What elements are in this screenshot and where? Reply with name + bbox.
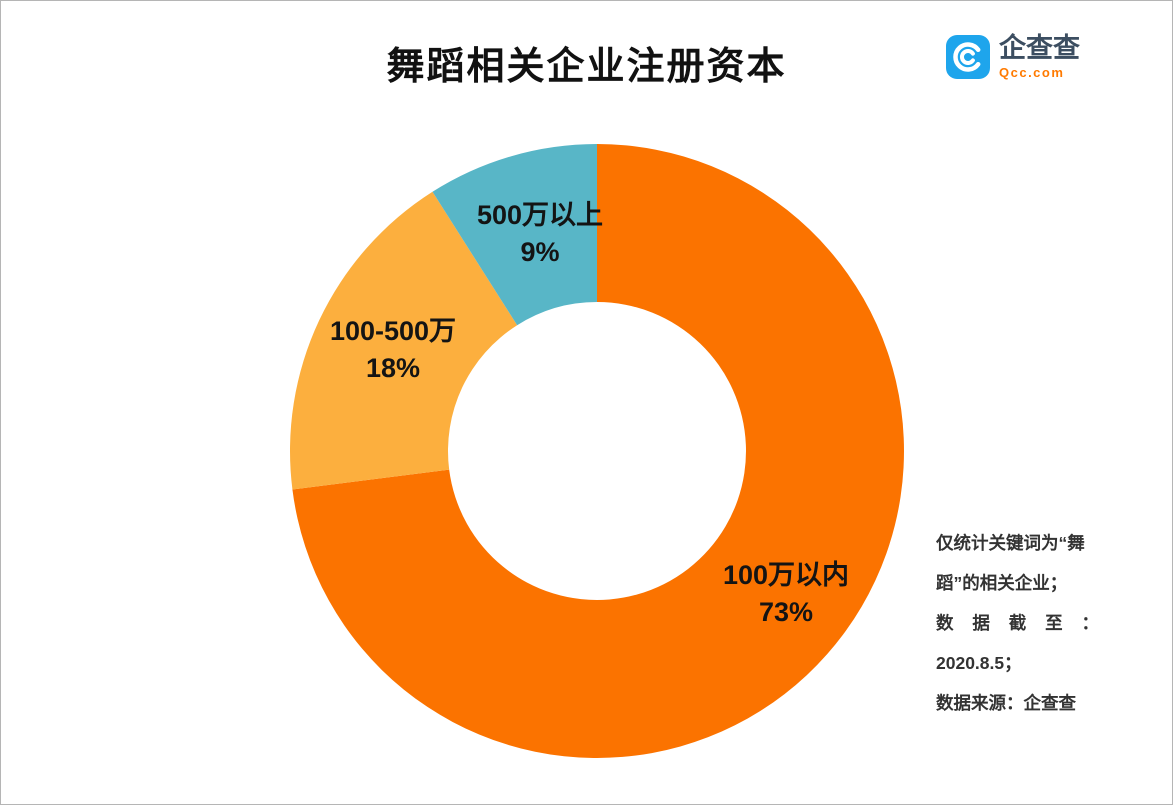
- slice-label-text: 100万以内: [722, 560, 850, 590]
- slice-label-text: 100-500万: [329, 316, 457, 346]
- slice-label-100-500w: 100-500万 18%: [293, 313, 493, 387]
- footnote-line: 蹈”的相关企业；: [936, 573, 1068, 593]
- donut-chart-svg: [289, 144, 904, 758]
- brand-name: 企查查: [999, 33, 1080, 63]
- brand-text-block: 企查查 Qcc.com: [999, 34, 1080, 80]
- pie-slice-100万以内: [292, 144, 904, 758]
- pie-slice-100-500万: [289, 191, 518, 490]
- brand-domain: Qcc.com: [999, 65, 1065, 80]
- slice-label-percent: 18%: [365, 353, 421, 383]
- chart-title: 舞蹈相关企业注册资本: [386, 46, 787, 88]
- slice-label-percent: 9%: [520, 237, 560, 267]
- footnote-line: 仅统计关键词为“舞: [936, 533, 1085, 553]
- qcc-logo: 企查查 Qcc.com: [945, 34, 1080, 80]
- donut-chart: [289, 143, 905, 759]
- footnote-line: 2020.8.5；: [936, 653, 1022, 673]
- slice-label-text: 500万以上: [476, 200, 604, 230]
- pie-slice-500万以上: [432, 144, 597, 326]
- footnote-line: 数据来源：企查查: [936, 693, 1076, 713]
- qcc-spiral-icon: [946, 35, 990, 79]
- slice-label-percent: 73%: [758, 597, 814, 627]
- slice-label-under-100w: 100万以内 73%: [666, 557, 906, 631]
- slice-label-over-500w: 500万以上 9%: [450, 197, 630, 271]
- footnote: 仅统计关键词为“舞 蹈”的相关企业； 数据截至： 2020.8.5； 数据来源：…: [936, 523, 1099, 723]
- footnote-line: 数据截至：: [936, 613, 1099, 633]
